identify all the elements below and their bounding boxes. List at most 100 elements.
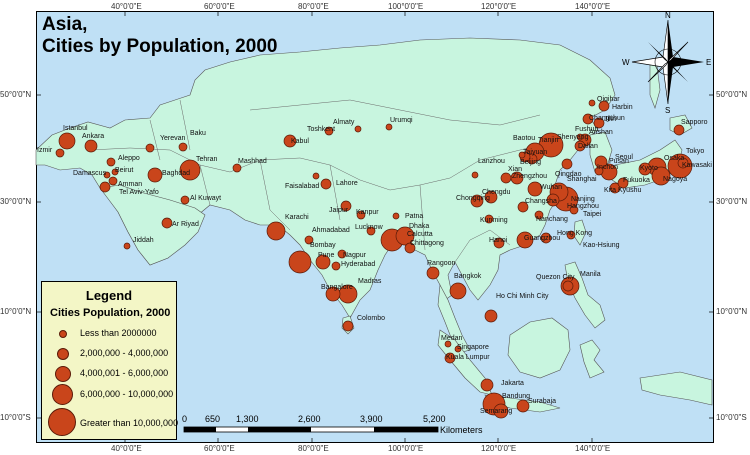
lon-label-top-80: 80°0'0"E [298,2,329,11]
city-marker-xian [500,172,512,184]
city-label-kanpur: Kanpur [356,209,379,216]
lon-label-top-60: 60°0'0"E [204,2,235,11]
city-marker-yerevan [145,143,155,153]
city-label-xian: Xian [508,166,522,173]
city-label-kyoto: Kyoto [640,165,658,172]
city-marker-qiqihar [588,99,596,107]
lon-label-bottom-40: 40°0'0"E [111,444,142,453]
map-title-line1: Asia, [42,14,88,35]
city-marker-almaty [354,125,362,133]
city-marker-damascus [103,171,111,179]
city-label-nagoya: Nagoya [663,176,687,183]
scale-tick-3900: 3,900 [360,414,383,424]
legend-symbol-4 [52,384,73,405]
city-label-changsha: Changsha [525,198,557,205]
city-label-istanbul: Istanbul [63,125,88,132]
city-label-pune: Pune [318,252,334,259]
malay-peninsula [437,283,471,353]
city-label-dalian: Dalian [578,143,598,150]
city-marker-inchon [594,166,604,176]
city-label-kunming: Kunming [480,217,508,224]
legend-subtitle: Cities Population, 2000 [50,307,171,319]
city-label-jiddah: Jiddah [133,237,154,244]
lat-label-right-50n: 50°0'0"N [716,90,748,99]
city-label-lahore: Lahore [336,180,358,187]
city-label-fukuoka: Fukuoka [623,177,650,184]
city-label-hyderabad: Hyderabad [341,261,375,268]
city-label-semarang: Semarang [480,408,512,415]
sumatra [437,329,493,396]
lon-label-bottom-100: 100°0'0"E [388,444,424,453]
city-marker-jaipur [340,200,352,212]
borneo [507,317,571,379]
city-label-beirut: Beirut [115,167,133,174]
city-marker-lanzhou [471,171,479,179]
city-marker-aleppo [106,157,116,167]
map-title-line2: Cities by Population, 2000 [42,36,278,57]
city-label-karachi: Karachi [285,214,309,221]
city-marker-changsha [517,201,529,213]
lat-label-left-30n: 30°0'0"N [0,197,32,206]
city-marker-nagpur [337,249,347,259]
city-marker-wuhan [527,181,543,197]
city-marker-baotou [518,151,526,159]
city-label-singapore: Singapore [457,344,489,351]
city-label-almaty: Almaty [333,119,355,126]
city-label-quezon-city: Quezon City [536,274,575,281]
city-marker-kao-hsiung [566,230,576,240]
legend-title: Legend [85,288,133,303]
city-label-qiqihar: Qiqihar [597,96,620,103]
city-label-ho-chi-minh-city: Ho Chi Minh City [496,293,549,300]
city-marker-kunming [484,214,494,224]
city-label-kao-hsiung: Kao-Hsiung [583,242,620,249]
city-marker-bangkok [449,282,467,300]
country-borders [89,99,561,263]
city-label-taiyuan: Taiyuan [523,149,547,156]
legend-label-4: 6,000,000 - 10,000,000 [80,389,174,399]
city-label-nagpur: Nagpur [343,252,367,259]
lon-label-top-40: 40°0'0"E [111,2,142,11]
city-marker-hanoi [493,237,505,249]
city-label-tianjin: Tianjin [538,137,558,144]
city-label-beijing: Beijing [520,159,541,166]
city-label-shenyang: Shenyang [557,134,589,141]
city-label-chittagong: Chittagong [410,240,444,247]
city-label-lucknow: Lucknow [355,224,384,231]
city-marker-jakarta [480,378,494,392]
city-marker-kabul [283,134,297,148]
city-marker-semarang [493,403,509,419]
city-label-tel-aviv-yafo: Tel Aviv-Yafo [119,189,159,196]
lat-label-left-10n: 10°0'0"N [0,307,32,316]
city-marker-nanchang [534,210,544,220]
city-label-manila: Manila [580,271,601,278]
city-marker-lahore [320,178,332,190]
city-marker-bombay [288,250,312,274]
legend-symbol-3 [55,366,71,382]
city-marker-sapporo [673,124,685,136]
city-label-faisalabad: Faisalabad [285,183,319,190]
city-marker-al-kuwayt [180,195,190,205]
city-label-kuala-lumpur: Kuala Lumpur [446,354,490,361]
city-label-kawasaki: Kawasaki [682,162,712,169]
city-marker-mashhad [232,163,242,173]
city-label-inchon: Inchon [597,164,618,171]
city-label-ankara: Ankara [82,133,104,140]
city-label-shanghai: Shanghai [567,176,597,183]
scale-unit: Kilometers [440,425,483,435]
city-label-kabul: Kabul [291,138,309,145]
city-label-mashhad: Mashhad [238,158,267,165]
city-label-bandung: Bandung [502,393,530,400]
city-label-amman: Amman [118,181,142,188]
lon-label-bottom-80: 80°0'0"E [298,444,329,453]
city-label-zhengzhou: Zhengzhou [512,173,547,180]
scale-tick-650: 650 [205,414,221,424]
city-marker-calcutta [395,226,415,246]
city-label-kita-kyushu: Kita Kyushu [604,187,641,194]
city-label-rangoon: Rangoon [427,260,456,267]
city-marker-kuala-lumpur [444,352,456,364]
city-marker-chongqing [470,194,484,208]
city-marker-amman [108,176,118,186]
city-label-medan: Medan [441,335,463,342]
city-label-ahmadabad: Ahmadabad [312,227,350,234]
city-marker-singapore [454,345,462,353]
